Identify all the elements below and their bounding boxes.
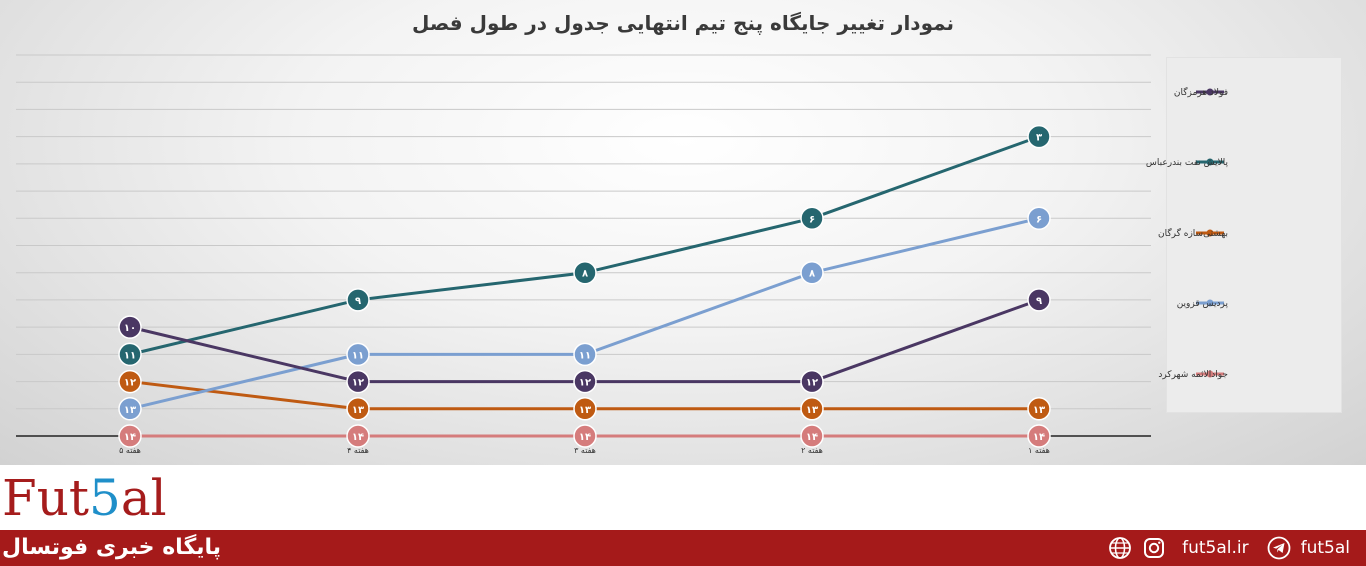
- data-label: ۱۴: [579, 432, 591, 443]
- legend-swatch-marker: [1206, 88, 1214, 96]
- data-point[interactable]: [800, 369, 824, 394]
- data-point[interactable]: [118, 342, 142, 367]
- logo-digit: 5: [89, 469, 121, 527]
- data-point[interactable]: [346, 397, 370, 421]
- data-label: ۸: [809, 269, 815, 280]
- data-label: ۱۱: [579, 350, 591, 361]
- data-label: ۱۳: [579, 405, 591, 416]
- line-chart: نمودار تغییر جایگاه پنج تیم انتهایی جدول…: [16, 11, 1229, 455]
- chart-area: نمودار تغییر جایگاه پنج تیم انتهایی جدول…: [0, 0, 1366, 465]
- data-label: ۱۳: [352, 405, 364, 416]
- legend-box: [1166, 57, 1342, 413]
- data-point[interactable]: [118, 369, 142, 394]
- legend-item: بهشتی‌سازه گرگان: [1158, 227, 1228, 239]
- series-1: ۱۱ ۹ ۸ ۶ ۳: [118, 124, 1051, 367]
- data-point[interactable]: [1027, 124, 1051, 149]
- data-point[interactable]: [1027, 288, 1051, 312]
- data-point[interactable]: [346, 342, 370, 367]
- data-label: ۱۲: [579, 378, 591, 389]
- data-point[interactable]: [800, 424, 824, 448]
- website-link[interactable]: fut5al.ir: [1182, 538, 1249, 558]
- legend-item: پالایش نفت بندرعباس: [1146, 158, 1229, 168]
- x-axis: هفته ۵ هفته ۴ هفته ۳ هفته ۲ هفته ۱: [119, 446, 1050, 455]
- legend-label: بهشتی‌سازه گرگان: [1158, 227, 1228, 239]
- legend-label: پردیس قزوین: [1177, 299, 1229, 309]
- data-point[interactable]: [1027, 397, 1051, 421]
- data-label: ۳: [1036, 133, 1042, 144]
- data-label: ۹: [1036, 296, 1042, 307]
- footer-tagline: پایگاه خبری فوتسال: [2, 535, 222, 560]
- x-tick-label: هفته ۴: [347, 446, 369, 455]
- x-tick-label: هفته ۳: [574, 446, 596, 455]
- data-point[interactable]: [800, 206, 824, 231]
- legend-label: فولاد هرمزگان: [1174, 86, 1228, 98]
- data-label: ۱۱: [124, 350, 136, 361]
- legend: فولاد هرمزگان پالایش نفت بندرعباس بهشتی‌سا…: [1146, 86, 1229, 380]
- chart-title: نمودار تغییر جایگاه پنج تیم انتهایی جدول…: [412, 11, 954, 36]
- data-label: ۱۳: [124, 405, 136, 416]
- data-point[interactable]: [118, 397, 142, 421]
- data-label: ۱۳: [806, 405, 818, 416]
- legend-label: پالایش نفت بندرعباس: [1146, 158, 1229, 168]
- logo-suffix: al: [120, 469, 167, 527]
- data-label: ۸: [582, 269, 588, 280]
- data-point[interactable]: [573, 424, 597, 448]
- telegram-handle[interactable]: fut5al: [1300, 538, 1350, 558]
- legend-item: فولاد هرمزگان: [1174, 86, 1228, 98]
- data-label: ۶: [1036, 214, 1042, 225]
- data-point[interactable]: [573, 260, 597, 285]
- series-4: ۱۴ ۱۴ ۱۴ ۱۴ ۱۴: [118, 424, 1051, 448]
- data-label: ۱۴: [806, 432, 818, 443]
- legend-item: جوادالائمه شهرکرد: [1158, 370, 1228, 380]
- data-point[interactable]: [346, 369, 370, 394]
- x-tick-label: هفته ۱: [1028, 446, 1050, 455]
- data-point[interactable]: [1027, 206, 1051, 231]
- data-point[interactable]: [118, 315, 142, 339]
- legend-swatch-marker: [1206, 229, 1214, 237]
- series-3: ۱۳ ۱۱ ۱۱ ۸ ۶: [118, 206, 1051, 421]
- globe-icon[interactable]: [1108, 536, 1132, 560]
- data-point[interactable]: [573, 342, 597, 367]
- data-point[interactable]: [573, 369, 597, 394]
- legend-item: پردیس قزوین: [1177, 299, 1229, 309]
- legend-swatch-marker: [1206, 370, 1214, 378]
- data-point[interactable]: [573, 397, 597, 421]
- data-label: ۱۲: [124, 378, 136, 389]
- brand-logo: Fut5al: [2, 470, 167, 526]
- data-point[interactable]: [800, 397, 824, 421]
- data-label: ۱۴: [1033, 432, 1045, 443]
- legend-label: جوادالائمه شهرکرد: [1158, 370, 1228, 380]
- legend-swatch-marker: [1206, 299, 1214, 307]
- series-0: ۱۰ ۱۲ ۱۲ ۱۲ ۹: [118, 288, 1051, 394]
- data-label: ۶: [809, 214, 815, 225]
- series-2: ۱۲ ۱۳ ۱۳ ۱۳ ۱۳: [118, 369, 1051, 421]
- data-label: ۱۱: [352, 350, 364, 361]
- data-point[interactable]: [346, 288, 370, 312]
- x-tick-label: هفته ۲: [801, 446, 823, 455]
- data-point[interactable]: [800, 260, 824, 285]
- footer-bar: پایگاه خبری فوتسال fut5al.ir fut5al: [0, 530, 1366, 566]
- data-point[interactable]: [1027, 424, 1051, 448]
- data-label: ۱۳: [1033, 405, 1045, 416]
- footer-links: fut5al.ir fut5al: [1108, 536, 1350, 560]
- data-label: ۱۰: [124, 323, 136, 334]
- data-label: ۱۴: [124, 432, 136, 443]
- data-label: ۱۴: [352, 432, 364, 443]
- instagram-icon[interactable]: [1142, 536, 1166, 560]
- telegram-icon[interactable]: [1267, 536, 1291, 560]
- data-label: ۹: [355, 296, 361, 307]
- series-line: [129, 298, 1040, 384]
- data-point[interactable]: [346, 424, 370, 448]
- x-tick-label: هفته ۵: [119, 446, 141, 455]
- data-label: ۱۲: [352, 378, 364, 389]
- data-point[interactable]: [118, 424, 142, 448]
- data-label: ۱۲: [806, 378, 818, 389]
- logo-prefix: Fut: [2, 469, 89, 527]
- legend-swatch-marker: [1206, 158, 1214, 166]
